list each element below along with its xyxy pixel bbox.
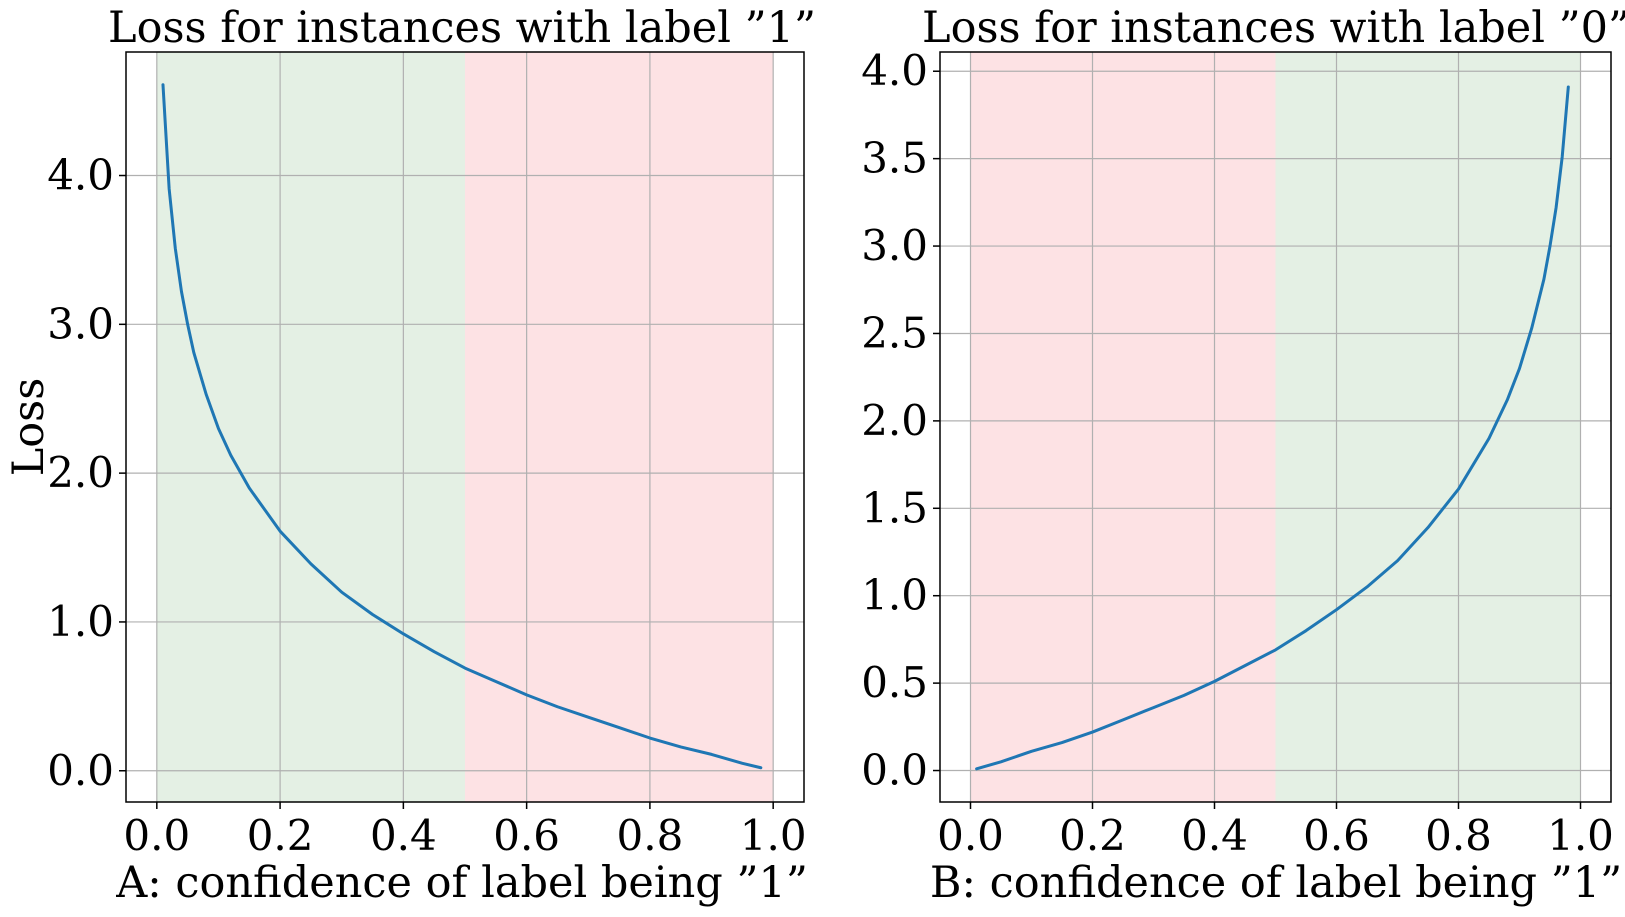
- panel-a-ytick-label-3: 3.0: [47, 299, 114, 348]
- panel-b-series-line-0: [975, 85, 1570, 771]
- panel-b-xtick-label-4: 0.8: [1425, 811, 1492, 860]
- panel-b-region-0: [970, 52, 1276, 802]
- panel-a-ytick-label-0: 0.0: [47, 746, 114, 795]
- panel-b: 0.0 0.2 0.4 0.6 0.8 1.0 0.0 0.5 1.0 1.5 2.0 2.5 3.0 3…: [861, 3, 1625, 908]
- panel-b-xtick-label-3: 0.6: [1303, 811, 1370, 860]
- panel-a-xtick-label-2: 0.4: [370, 811, 437, 860]
- panel-a-region-1: [465, 52, 774, 802]
- panel-b-xtick-label-5: 1.0: [1547, 811, 1614, 860]
- panel-b-ytick-label-2: 1.0: [861, 571, 928, 620]
- panel-b-ytick-label-1: 0.5: [861, 658, 928, 707]
- panel-a-ytick-label-1: 1.0: [47, 597, 114, 646]
- panel-b-ytick-label-7: 3.5: [861, 134, 928, 183]
- panel-a-xtick-label-4: 0.8: [617, 811, 684, 860]
- panel-a-region-0: [156, 52, 465, 802]
- panel-a-ylabel: Loss: [4, 378, 54, 477]
- panel-b-region-1: [1275, 52, 1581, 802]
- panel-b-ytick-label-5: 2.5: [861, 308, 928, 357]
- panel-a-title: Loss for instances with label ”1”: [108, 3, 816, 53]
- panel-b-ytick-label-0: 0.0: [861, 746, 928, 795]
- panel-b-axes-frame: [939, 51, 1612, 803]
- panel-b-xtick-label-2: 0.4: [1181, 811, 1248, 860]
- panel-a-xtick-label-0: 0.0: [123, 811, 190, 860]
- panel-b-ytick-label-3: 1.5: [861, 483, 928, 532]
- panel-b-xtick-label-0: 0.0: [937, 811, 1004, 860]
- panel-b-ytick-label-4: 2.0: [861, 396, 928, 445]
- panel-b-ytick-label-8: 4.0: [861, 46, 928, 95]
- panel-a-ytick-label-2: 2.0: [47, 448, 114, 497]
- panel-a: 0.0 0.2 0.4 0.6 0.8 1.0 0.0 1.0 2.0 3.0 4.0 Loss f…: [4, 3, 816, 908]
- panel-a-xtick-label-3: 0.6: [493, 811, 560, 860]
- panel-a-axes-frame: [125, 51, 805, 803]
- panel-a-xtick-label-5: 1.0: [740, 811, 807, 860]
- panel-a-series-line-0: [161, 83, 763, 770]
- panel-b-plot: 0.0 0.2 0.4 0.6 0.8 1.0 0.0 0.5 1.0 1.5 2.0 2.5 3.0 3…: [861, 46, 1614, 860]
- panel-b-title: Loss for instances with label ”0”: [922, 3, 1625, 53]
- panel-b-xlabel: B: confidence of label being ”1”: [930, 858, 1622, 908]
- panel-a-ytick-label-4: 4.0: [47, 151, 114, 200]
- panel-b-ytick-label-6: 3.0: [861, 221, 928, 270]
- panel-b-xtick-label-1: 0.2: [1059, 811, 1126, 860]
- panel-a-xtick-label-1: 0.2: [247, 811, 314, 860]
- panel-a-plot: 0.0 0.2 0.4 0.6 0.8 1.0 0.0 1.0 2.0 3.0 4.0: [47, 51, 807, 860]
- panel-a-xlabel: A: confidence of label being ”1”: [115, 858, 808, 908]
